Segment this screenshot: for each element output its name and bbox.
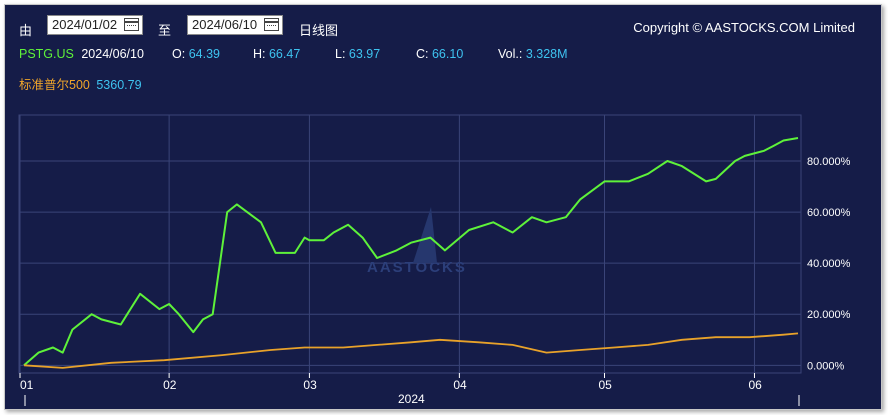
calendar-icon[interactable] xyxy=(264,18,279,31)
index-value: 5360.79 xyxy=(96,78,142,92)
to-date-input[interactable]: 2024/06/10 xyxy=(187,15,283,35)
stock-symbol: PSTG.US xyxy=(19,47,74,61)
x-tick-label: 03 xyxy=(303,378,317,392)
to-label: 至 xyxy=(158,23,172,38)
stock-series-line xyxy=(23,137,799,367)
x-tick-label: 05 xyxy=(599,378,613,392)
quote-date: 2024/06/10 xyxy=(81,47,144,61)
copyright-text: Copyright © AASTOCKS.COM Limited xyxy=(633,20,855,35)
high-value: 66.47 xyxy=(268,47,301,61)
quote-row: PSTG.US 2024/06/10 xyxy=(19,47,144,61)
y-tick-label: 40.000% xyxy=(807,258,851,270)
close-group: C: 66.10 xyxy=(416,47,463,61)
x-tick-label: 04 xyxy=(453,378,467,392)
y-tick-label: 20.000% xyxy=(807,309,851,321)
calendar-icon[interactable] xyxy=(124,18,139,31)
y-tick-label: 80.000% xyxy=(807,156,851,168)
index-series-line xyxy=(23,332,799,369)
low-label: L: xyxy=(335,47,346,61)
high-group: H: 66.47 xyxy=(253,47,300,61)
open-group: O: 64.39 xyxy=(172,47,220,61)
plot-area xyxy=(18,114,802,374)
low-group: L: 63.97 xyxy=(335,47,380,61)
from-date-input[interactable]: 2024/01/02 xyxy=(47,15,143,35)
price-chart[interactable]: 0.000% 20.000% 40.000% 60.000% 80.000% 01 02 03… xyxy=(5,5,881,409)
watermark-shape xyxy=(413,207,437,263)
volume-value: 3.328M xyxy=(525,47,568,61)
low-value: 63.97 xyxy=(348,47,381,61)
chart-type-selector[interactable]: 日线图 xyxy=(299,23,339,38)
date-toolbar: 由 2024/01/02 至 2024/06/10 日线图 Copyright … xyxy=(5,5,881,45)
volume-group: Vol.: 3.328M xyxy=(498,47,568,61)
close-label: C: xyxy=(416,47,429,61)
x-tick-label: 01 xyxy=(20,378,34,392)
chart-window: 由 2024/01/02 至 2024/06/10 日线图 Copyright … xyxy=(4,4,882,410)
watermark-logo: AASTOCKS xyxy=(367,259,467,276)
to-date-value: 2024/06/10 xyxy=(192,17,258,32)
high-label: H: xyxy=(253,47,266,61)
x-year-label: 2024 xyxy=(398,392,425,406)
volume-label: Vol.: xyxy=(498,47,523,61)
from-label: 由 xyxy=(19,23,33,38)
x-tick-label: 06 xyxy=(748,378,762,392)
close-value: 66.10 xyxy=(431,47,464,61)
x-tick-label: 02 xyxy=(163,378,177,392)
index-name: 标准普尔500 xyxy=(19,78,90,92)
open-label: O: xyxy=(172,47,186,61)
y-tick-label: 60.000% xyxy=(807,207,851,219)
open-value: 64.39 xyxy=(188,47,220,61)
from-date-value: 2024/01/02 xyxy=(52,17,118,32)
y-tick-label: 0.000% xyxy=(807,360,845,372)
index-row: 标准普尔500 5360.79 xyxy=(19,74,142,93)
